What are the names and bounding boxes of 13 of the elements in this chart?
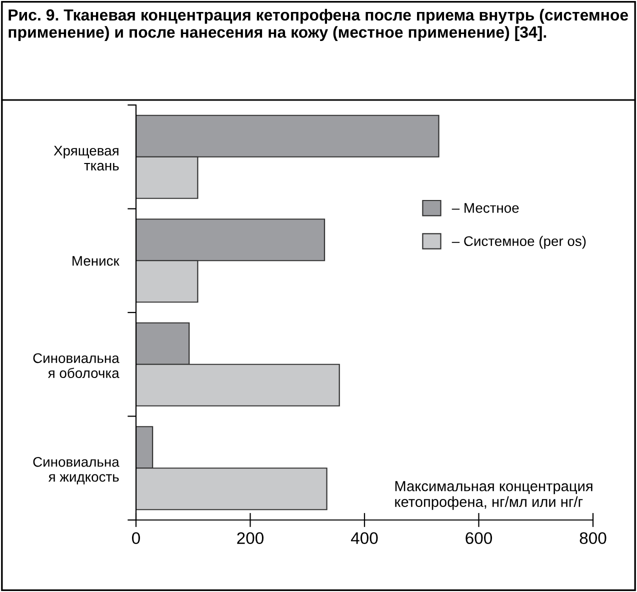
- x-tick-label: 0: [132, 532, 140, 544]
- y-tick-label: Мениск: [72, 256, 120, 266]
- legend-label: – Местное: [452, 203, 519, 213]
- x-tick-label: 200: [237, 532, 264, 544]
- chart-title: Рис. 9. Тканевая концентрация кетопрофена после приема внутрь (системное применение) и после нанесения на кожу (местное применение) [34].: [8, 8, 628, 41]
- x-axis-title: Максимальная концентрация кетопрофена, нг/мл или нг/г: [395, 481, 592, 510]
- y-tick-label: Синовиальна я оболочка: [33, 353, 120, 378]
- x-tick-label: 600: [466, 532, 492, 544]
- x-tick-label: 800: [580, 532, 606, 544]
- y-tick-label: Синовиальна я жидкость: [33, 456, 120, 484]
- x-tick-label: 400: [350, 532, 378, 544]
- legend-label: – Системное (per os): [452, 236, 586, 249]
- y-tick-label: Хрящевая ткань: [54, 146, 119, 171]
